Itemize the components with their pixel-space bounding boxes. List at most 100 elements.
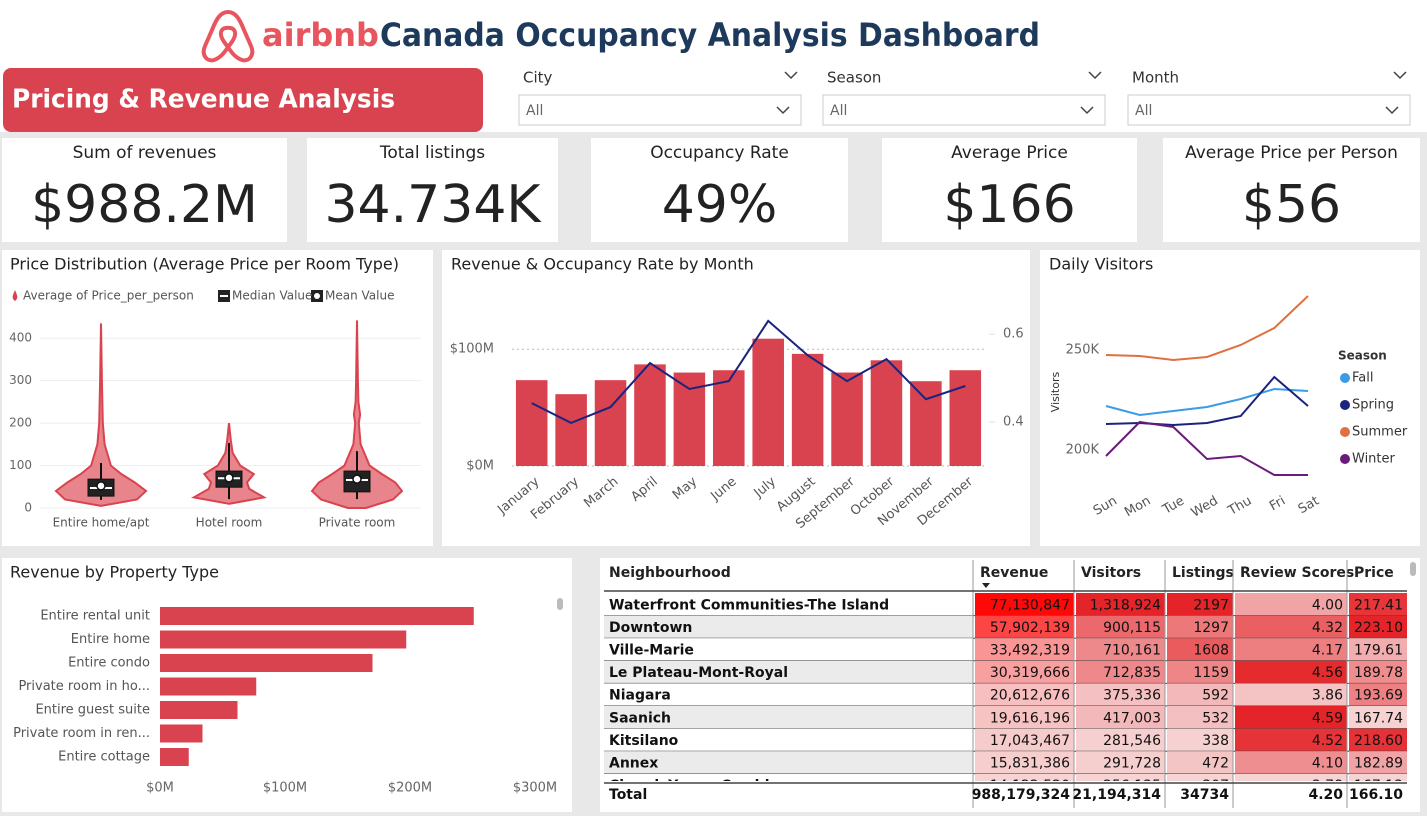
bar: [594, 380, 627, 466]
cell-text: 4.59: [1312, 710, 1343, 726]
line: [1105, 387, 1309, 417]
cell-text: Le Plateau-Mont-Royal: [609, 665, 788, 681]
cell: [1235, 728, 1347, 752]
cell-text: Kitsilano: [609, 733, 679, 749]
cell-text: 712,835: [1103, 665, 1161, 681]
y-tick-label: 0: [24, 501, 32, 515]
cell-text: 189.78: [1354, 665, 1403, 681]
bar: [515, 380, 548, 466]
kpi-card: [307, 138, 558, 242]
column-header: Price: [1354, 565, 1394, 581]
cell: [1235, 615, 1347, 639]
scrollbar[interactable]: [557, 598, 563, 610]
cell-text: 167.13: [1354, 778, 1403, 794]
filter-dropdown[interactable]: [1127, 94, 1411, 126]
cell-text: 179.61: [1354, 643, 1403, 659]
filter-value: All: [1135, 103, 1152, 119]
cell: [1167, 751, 1233, 774]
column-header: Listings: [1172, 565, 1234, 581]
kpi-card: [591, 138, 848, 242]
bar: [160, 748, 189, 766]
filter-dropdown[interactable]: [518, 94, 802, 126]
cell-text: 1159: [1193, 665, 1229, 681]
kpi-label: Sum of revenues: [73, 143, 217, 163]
violin: [310, 320, 404, 509]
cell: [1349, 660, 1407, 684]
total-text: 21,194,314: [1072, 787, 1161, 803]
cell: [975, 683, 1074, 706]
filter-dropdown[interactable]: [822, 94, 1106, 126]
cell-text: 3.86: [1312, 688, 1343, 704]
cell: [1167, 706, 1233, 729]
kpi-label: Total listings: [379, 143, 485, 163]
cell: [1235, 706, 1347, 729]
mean: [224, 473, 234, 483]
y-tick-label: 200K: [1066, 443, 1100, 458]
line: [1105, 420, 1308, 476]
y-tick-label: 250K: [1066, 343, 1100, 358]
cell-text: 4.52: [1312, 733, 1343, 749]
cell: [1349, 773, 1407, 781]
cell-text: 592: [1202, 688, 1229, 704]
chart-title: Price Distribution (Average Price per Ro…: [10, 255, 399, 274]
cell: [1349, 593, 1407, 616]
kpi-card: [882, 138, 1137, 242]
cell: [1349, 683, 1407, 706]
cell: [604, 615, 973, 639]
cell: [975, 615, 1074, 639]
cell: [1076, 751, 1165, 774]
bar: [160, 677, 257, 696]
cell: [1167, 615, 1233, 639]
cell: [1235, 683, 1347, 706]
cell-text: 223.10: [1354, 620, 1403, 636]
legend-label: Fall: [1352, 371, 1373, 386]
panel: [1040, 250, 1420, 546]
cell: [1235, 751, 1347, 774]
cell: [1167, 593, 1233, 616]
cell: [1349, 706, 1407, 729]
chevron: [784, 71, 798, 80]
chart-title: Revenue by Property Type: [10, 563, 219, 582]
cell-text: 217.41: [1354, 597, 1403, 613]
cell-text: 338: [1202, 733, 1229, 749]
cell-text: 900,115: [1103, 620, 1161, 636]
cell-text: 218.60: [1354, 733, 1403, 749]
cell: [1167, 638, 1233, 661]
cell-text: 20,612,676: [990, 688, 1070, 704]
filter-value: All: [830, 103, 847, 119]
cell-text: 1,318,924: [1090, 597, 1161, 613]
legend-label: Median Value: [232, 289, 312, 303]
chevron: [1080, 106, 1094, 115]
y-tick-label: Entire rental unit: [40, 609, 150, 624]
cell-text: 15,831,386: [990, 756, 1070, 772]
y-tick-label: $100M: [450, 342, 494, 357]
chevron: [1393, 71, 1407, 80]
cell-text: Annex: [609, 756, 658, 772]
x-tick-label: Hotel room: [196, 516, 263, 530]
kpi-value: $56: [1242, 175, 1341, 235]
cell-text: 710,161: [1103, 643, 1161, 659]
kpi-value: $988.2M: [31, 175, 258, 235]
mean: [352, 474, 362, 484]
logo-text: airbnb: [262, 16, 379, 54]
chart-title: Revenue & Occupancy Rate by Month: [451, 255, 754, 274]
y2-tick-label: 0.4: [1003, 415, 1024, 430]
kpi-label: Average Price: [951, 143, 1068, 163]
y2-tick-label: 0.6: [1003, 327, 1024, 342]
line: [531, 319, 966, 424]
cell-text: 281,546: [1103, 733, 1161, 749]
logo-icon: [201, 9, 255, 63]
cell-text: 3.78: [1312, 778, 1343, 794]
cell: [604, 660, 973, 684]
total-text: 34734: [1180, 787, 1229, 803]
cell: [1349, 615, 1407, 639]
bar: [555, 394, 587, 466]
cell: [1076, 728, 1165, 752]
cell-text: 4.56: [1312, 665, 1343, 681]
section-title: Pricing & Revenue Analysis: [12, 85, 395, 115]
y-tick-label: Private room in ho...: [18, 679, 150, 694]
filter-label: Month: [1132, 69, 1179, 87]
bar: [160, 724, 203, 743]
scrollbar[interactable]: [1410, 562, 1416, 576]
cell-text: Downtown: [609, 620, 692, 636]
